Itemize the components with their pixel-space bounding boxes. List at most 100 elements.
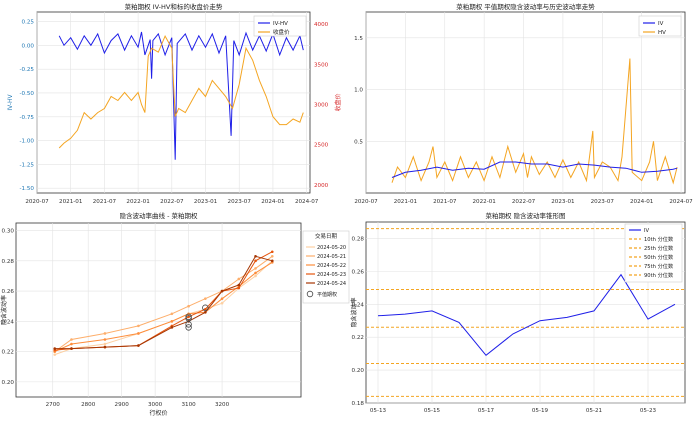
legend-label: IV-HV (273, 21, 288, 27)
legend-label: 10th 分位数 (644, 235, 674, 243)
series-point-2024-05-24 (270, 259, 274, 263)
series-point-2024-05-22 (137, 332, 140, 335)
chart-3-svg: 2700 2800 2900 3000 3100 3200 0.30 0.28 0.26 0.24… (0, 211, 350, 417)
atm-marker (202, 304, 209, 311)
legend-label: 50th 分位数 (644, 253, 674, 261)
x-tick-label: 3000 (148, 402, 163, 408)
series-point-2024-05-24 (254, 254, 257, 258)
x-tick-label: 05-19 (532, 408, 549, 414)
y2-tick-label: 2500 (314, 143, 329, 149)
series-line-hv (391, 58, 678, 185)
x-tick-label: 2022-07 (512, 199, 536, 205)
series-point-2024-05-23 (204, 307, 207, 311)
series-point-2024-05-20 (53, 353, 57, 356)
x-tick-label: 05-15 (424, 408, 441, 414)
chart-title: 菜粕期权 IV-HV和标的收盘价走势 (125, 2, 223, 11)
x-tick-label: 2700 (46, 402, 61, 408)
y-tick-label: -1.25 (20, 162, 35, 168)
atm-marker (185, 313, 192, 321)
legend-label: 25th 分位数 (644, 244, 674, 252)
x-tick-label: 2021-01 (59, 199, 83, 205)
series-point-2024-05-21 (237, 277, 241, 281)
legend-label: IV (658, 21, 664, 27)
series-point-2024-05-22 (70, 342, 73, 346)
y-tick-label: 1.5 (354, 36, 363, 42)
series-line-close-price (58, 34, 304, 149)
y-tick-label: 0.28 (2, 259, 15, 265)
x-axis-label: 行权价 (149, 409, 167, 417)
chart-iv-hv-price: 2020-07 2021-01 2021-07 2022-01 2022-07 2023-… (0, 0, 350, 209)
series-point-2024-05-22 (103, 338, 107, 341)
chart-title: 菜粕期权 平值期权隐含波动率与历史波动率走势 (456, 2, 595, 11)
y-tick-label: -1.00 (20, 139, 35, 145)
series-point-2024-05-21 (270, 254, 274, 258)
x-tick-label: 2900 (115, 402, 130, 408)
series-point-2024-05-21 (170, 312, 174, 316)
x-tick-label: 2022-07 (160, 199, 184, 205)
y-tick-label: 0.5 (354, 139, 363, 145)
series-point-2024-05-21 (103, 332, 107, 335)
series-point-2024-05-22 (220, 297, 224, 300)
y-tick-label: 0.25 (22, 20, 35, 26)
series-point-2024-05-22 (170, 320, 174, 323)
chart-iv-cone: 05-13 05-15 05-17 05-19 05-21 05-23 0.28 0.26 0.… (350, 209, 700, 419)
chart-iv-hv-trend: 2020-07 2021-01 2021-07 2022-01 2022-07 2023-… (350, 0, 700, 209)
y-axis-label: 隐含波动率 (0, 295, 8, 325)
y-tick-label: 0.20 (2, 380, 15, 386)
y-tick-label: 1.0 (354, 88, 363, 94)
x-tick-label: 05-17 (478, 408, 495, 414)
legend-label: 2024-05-20 (317, 245, 346, 251)
legend-label: 2024-05-22 (317, 263, 346, 269)
x-tick-label: 2023-01 (194, 199, 218, 205)
x-tick-label: 05-23 (640, 408, 657, 414)
y-tick-label: -1.50 (20, 186, 35, 192)
series-point-2024-05-23 (254, 259, 257, 263)
chart-1-svg: 2020-07 2021-01 2021-07 2022-01 2022-07 2023-… (7, 2, 342, 205)
atm-marker (185, 321, 192, 328)
y-tick-label: -0.75 (20, 115, 35, 121)
y-tick-label: 0.26 (352, 269, 365, 275)
y-tick-label: 0.22 (2, 350, 14, 356)
series-point-2024-05-24 (204, 310, 207, 314)
x-tick-label: 3200 (215, 402, 230, 408)
legend-title: 交易日期 (315, 232, 338, 240)
x-tick-label: 2022-01 (126, 199, 150, 205)
plot-frame (15, 222, 302, 398)
series-point-2024-05-24 (220, 289, 224, 293)
y2-tick-label: 2000 (314, 183, 329, 189)
x-tick-label: 2020-07 (354, 199, 378, 205)
y-tick-label: 0.26 (2, 289, 15, 295)
legend-box (624, 223, 683, 283)
legend-label: 90th 分位数 (644, 271, 674, 279)
series-point-2024-05-21 (254, 267, 257, 270)
chart-2-svg: 2020-07 2021-01 2021-07 2022-01 2022-07 2023-… (354, 2, 693, 205)
y-tick-label: 0.24 (352, 302, 365, 308)
series-point-2024-05-21 (187, 304, 190, 308)
x-tick-label: 2024-01 (261, 199, 285, 205)
y-tick-label: 0.30 (2, 229, 15, 235)
chart-4-svg: 05-13 05-15 05-17 05-19 05-21 05-23 0.28 0.26 0.… (350, 211, 686, 414)
series-line-iv (391, 161, 678, 178)
y-tick-label: 0.28 (352, 236, 365, 242)
x-tick-label: 2022-01 (472, 199, 496, 205)
series-point-2024-05-24 (170, 326, 174, 329)
x-tick-label: 2024-07 (295, 199, 319, 205)
legend-label: 收盘价 (273, 28, 290, 36)
series-point-2024-05-24 (53, 347, 57, 350)
series-point-2024-05-20 (220, 301, 224, 305)
legend-box (253, 15, 307, 37)
series-point-2024-05-20 (103, 342, 107, 346)
legend-label: HV (658, 30, 666, 36)
y-tick-label: -0.50 (20, 91, 35, 97)
y2-tick-label: 3000 (314, 103, 329, 109)
series-point-2024-05-21 (137, 324, 140, 328)
legend-label: 2024-05-24 (317, 281, 346, 287)
x-tick-label: 3100 (181, 402, 196, 408)
x-tick-label: 2023-07 (591, 199, 615, 205)
y-axis-label: IV-HV (7, 93, 14, 110)
series-point-2024-05-24 (237, 283, 241, 287)
x-tick-label: 2024-07 (669, 199, 693, 205)
x-tick-label: 2020-07 (25, 199, 49, 205)
x-tick-label: 05-21 (586, 408, 603, 414)
y-tick-label: -0.25 (20, 67, 35, 73)
